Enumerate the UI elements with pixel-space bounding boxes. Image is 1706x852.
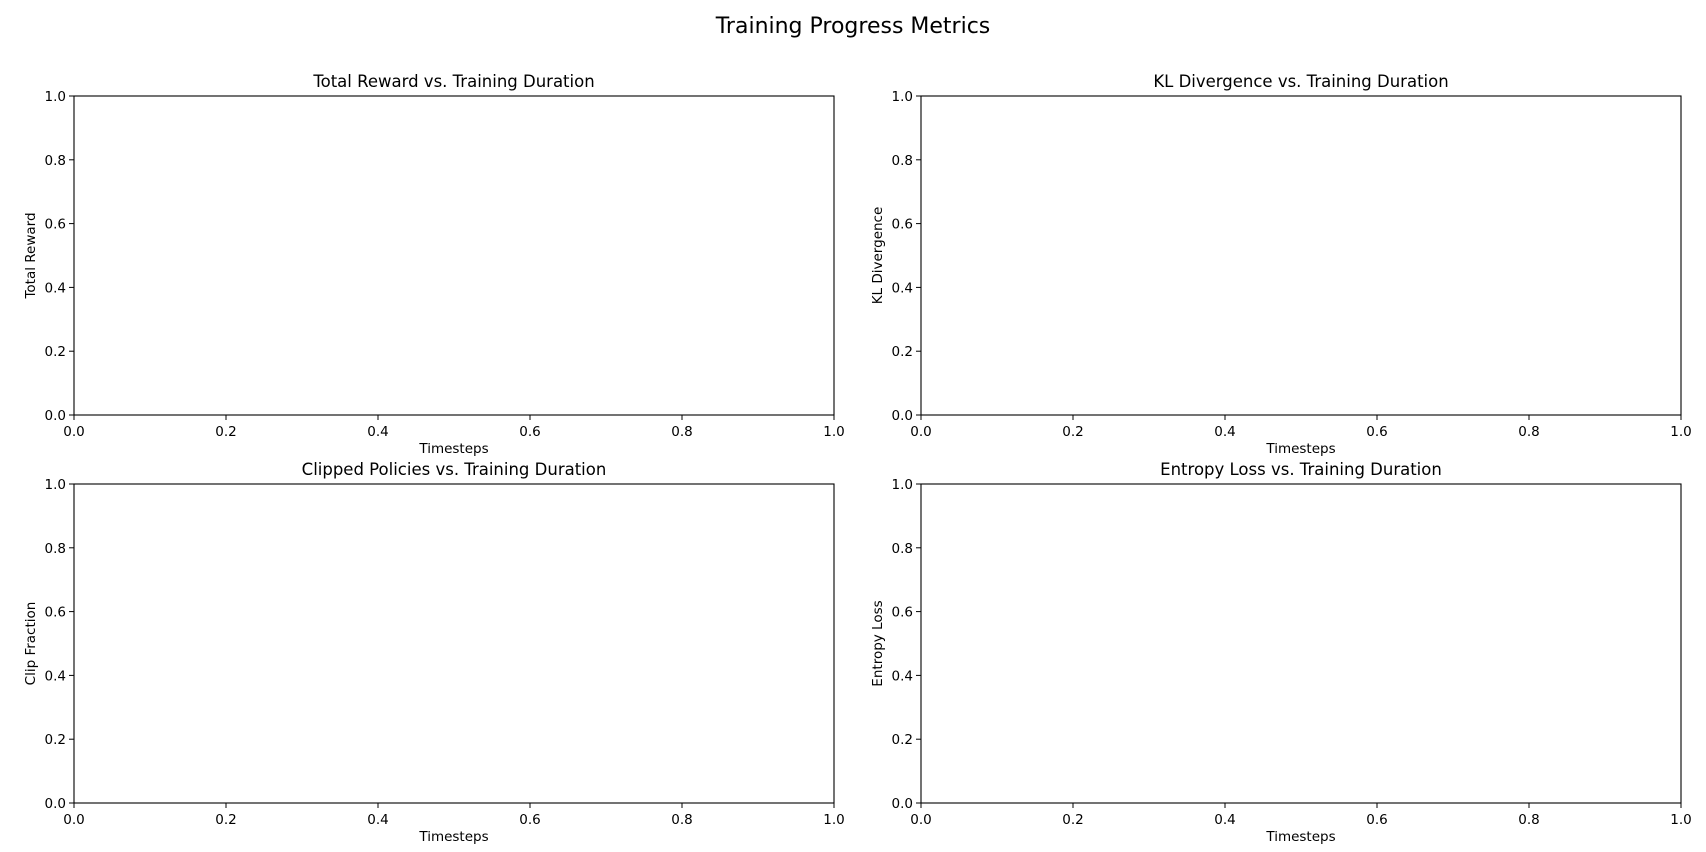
x-tick-label: 1.0 [1670,424,1691,440]
x-tick-label: 0.6 [519,424,540,440]
x-axis-label: Timesteps [1265,441,1335,457]
y-tick-label: 0.0 [892,796,913,812]
y-tick-label: 0.8 [892,153,913,169]
y-tick-label: 0.0 [45,408,66,424]
x-tick-label: 1.0 [823,812,844,828]
x-tick-label: 0.2 [1062,812,1083,828]
x-tick-label: 0.6 [1366,424,1387,440]
x-tick-label: 0.2 [215,424,236,440]
y-tick-label: 0.2 [45,344,66,360]
y-tick-label: 0.8 [45,153,66,169]
y-tick-label: 0.0 [892,408,913,424]
x-tick-label: 0.0 [910,812,931,828]
subplot-3: Clipped Policies vs. Training Duration 0.… [23,460,845,845]
figure-title: Training Progress Metrics [715,14,991,39]
subplot-title: Clipped Policies vs. Training Duration [302,460,607,479]
x-tick-label: 0.2 [215,812,236,828]
y-tick-label: 1.0 [45,477,66,493]
y-tick-label: 0.2 [892,344,913,360]
y-tick-label: 0.4 [45,668,66,684]
plot-frame [73,95,835,416]
plot-frame [920,483,1682,804]
x-tick-label: 0.0 [63,424,84,440]
x-axis-label: Timesteps [1265,829,1335,845]
x-tick-label: 0.8 [1518,812,1539,828]
x-tick-label: 0.4 [367,424,388,440]
x-tick-label: 0.4 [1214,424,1235,440]
y-tick-label: 0.2 [45,732,66,748]
y-tick-label: 1.0 [45,89,66,105]
y-axis-label: Clip Fraction [23,602,39,686]
x-tick-label: 0.4 [367,812,388,828]
y-axis-label: KL Divergence [870,207,886,305]
y-tick-label: 0.6 [892,217,913,233]
y-axis-label: Entropy Loss [870,600,886,686]
subplot-title: KL Divergence vs. Training Duration [1153,72,1448,91]
plot-frame [73,483,835,804]
x-tick-label: 0.2 [1062,424,1083,440]
subplot-title: Total Reward vs. Training Duration [312,72,594,91]
x-tick-label: 0.8 [1518,424,1539,440]
x-tick-label: 0.0 [910,424,931,440]
x-tick-label: 0.4 [1214,812,1235,828]
x-tick-label: 0.8 [671,812,692,828]
x-tick-label: 1.0 [823,424,844,440]
x-axis-label: Timesteps [418,829,488,845]
x-tick-label: 0.6 [1366,812,1387,828]
x-axis-label: Timesteps [418,441,488,457]
subplot-title: Entropy Loss vs. Training Duration [1160,460,1442,479]
y-tick-label: 0.6 [45,217,66,233]
x-tick-label: 0.6 [519,812,540,828]
y-tick-label: 0.0 [45,796,66,812]
y-tick-label: 1.0 [892,89,913,105]
y-tick-label: 0.4 [892,668,913,684]
y-tick-label: 1.0 [892,477,913,493]
y-axis-label: Total Reward [23,212,39,299]
x-tick-label: 1.0 [1670,812,1691,828]
subplot-4: Entropy Loss vs. Training Duration 0.0 0.2… [870,460,1692,845]
x-tick-label: 0.0 [63,812,84,828]
y-tick-label: 0.6 [892,605,913,621]
plot-frame [920,95,1682,416]
y-tick-label: 0.8 [892,541,913,557]
y-tick-label: 0.8 [45,541,66,557]
y-tick-label: 0.4 [892,280,913,296]
y-tick-label: 0.4 [45,280,66,296]
subplot-grid: Total Reward vs. Training Duration 0.0 0.2… [23,72,1692,845]
y-tick-label: 0.6 [45,605,66,621]
subplot-1: Total Reward vs. Training Duration 0.0 0.2… [23,72,845,457]
x-tick-label: 0.8 [671,424,692,440]
y-tick-label: 0.2 [892,732,913,748]
